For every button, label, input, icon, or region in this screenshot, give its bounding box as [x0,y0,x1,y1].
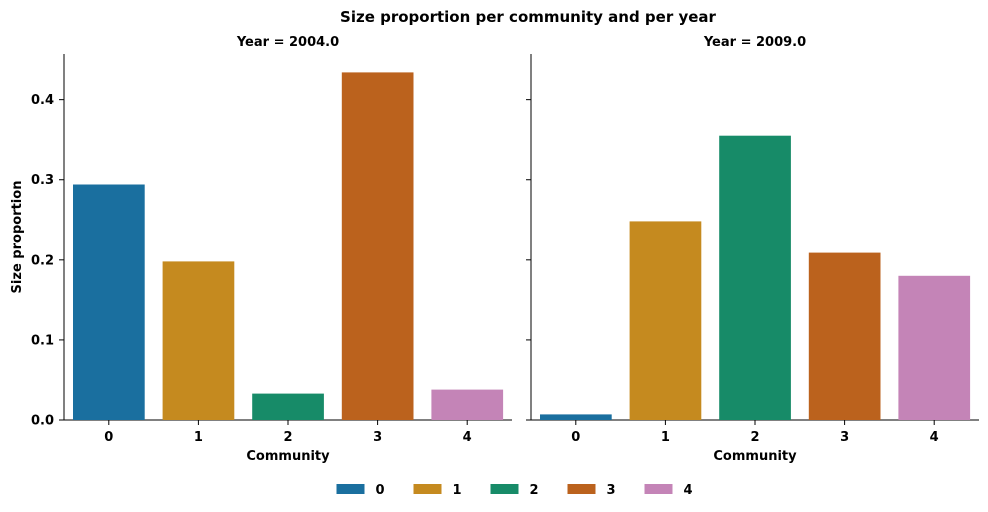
legend-label-2: 2 [530,483,539,498]
x-axis-label: Community [246,449,330,464]
bar-community-2 [252,393,324,420]
y-tick-label: 0.4 [31,93,54,108]
y-tick-label: 0.2 [31,253,54,268]
bar-community-1 [629,221,702,420]
x-tick-label: 2 [750,430,759,445]
legend-label-1: 1 [453,483,462,498]
panel-2004: Year = 2004.0 0.0 0.1 0.2 0.3 0.4 0 1 2 3 4 Comm… [31,35,512,464]
bar-community-0 [73,184,145,420]
y-tick-label: 0.1 [31,333,54,348]
bar-community-4 [431,389,504,420]
x-tick-label: 2 [283,430,292,445]
y-tick-label: 0.3 [31,173,54,188]
bar-community-0 [540,414,612,420]
x-tick-label: 4 [930,430,939,445]
x-tick-label: 3 [840,430,849,445]
legend-label-3: 3 [607,483,616,498]
x-tick-label: 1 [194,430,203,445]
bar-community-4 [898,275,971,420]
panel-subtitle: Year = 2004.0 [236,35,339,50]
x-tick-label: 0 [571,430,580,445]
bar-community-1 [162,261,235,420]
x-tick-label: 3 [373,430,382,445]
legend-swatch-4 [644,484,673,494]
panel-2009: Year = 2009.0 0 1 2 3 4 Community [526,35,979,464]
bar-community-3 [341,72,414,421]
panel-subtitle: Year = 2009.0 [703,35,806,50]
x-tick-label: 0 [104,430,113,445]
legend-swatch-1 [413,484,442,494]
x-tick-label: 1 [661,430,670,445]
x-tick-label: 4 [463,430,472,445]
chart-title: Size proportion per community and per ye… [340,8,716,26]
legend-swatch-2 [490,484,519,494]
y-tick-label: 0.0 [31,414,54,429]
legend: 0 1 2 3 4 [336,483,693,498]
legend-label-4: 4 [684,483,693,498]
legend-swatch-0 [336,484,365,494]
bar-community-3 [808,252,881,420]
bar-community-2 [719,135,791,420]
y-axis-label: Size proportion [10,181,25,294]
legend-swatch-3 [567,484,596,494]
x-axis-label: Community [713,449,797,464]
legend-label-0: 0 [376,483,385,498]
